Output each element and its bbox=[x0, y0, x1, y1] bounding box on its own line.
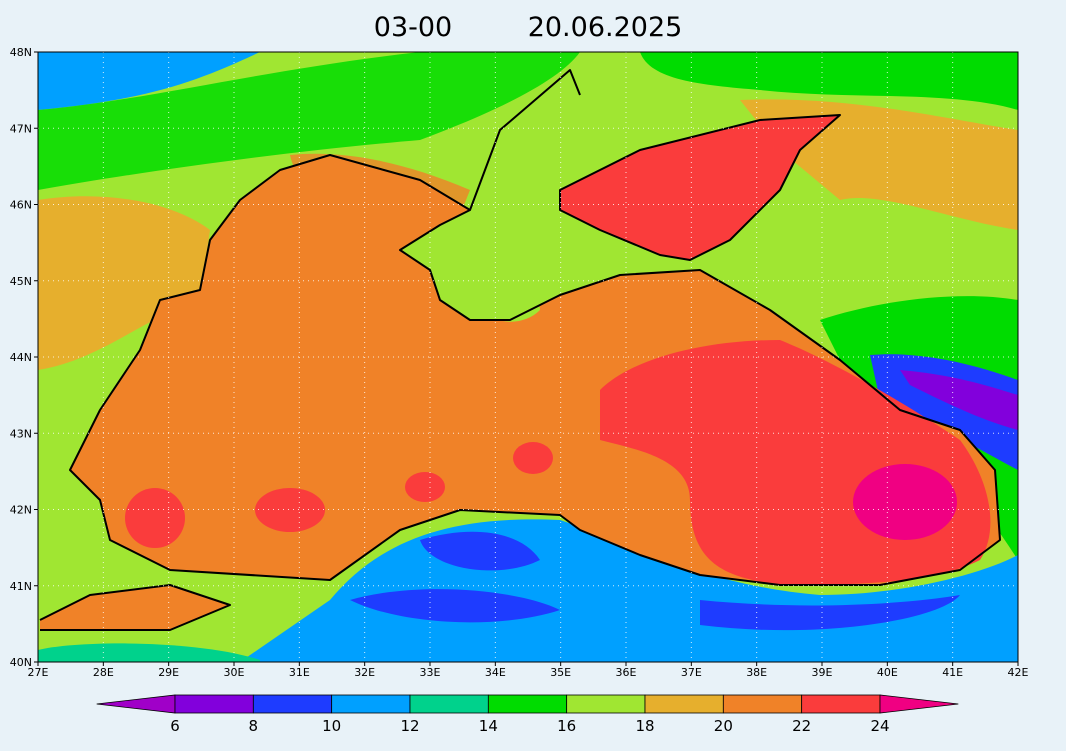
colorbar-label: 20 bbox=[714, 717, 733, 735]
colorbar-segment bbox=[409, 694, 489, 714]
colorbar-segment bbox=[331, 694, 411, 714]
x-tick-label: 33E bbox=[420, 666, 441, 679]
x-tick-label: 41E bbox=[942, 666, 963, 679]
colorbar-segment bbox=[644, 694, 724, 714]
x-tick-label: 36E bbox=[616, 666, 637, 679]
field bbox=[350, 531, 960, 631]
coastline bbox=[559, 114, 841, 261]
x-tick-label: 30E bbox=[224, 666, 245, 679]
field bbox=[255, 488, 325, 532]
colorbar-label: 12 bbox=[400, 717, 419, 735]
field bbox=[853, 464, 957, 540]
colorbar-segment bbox=[252, 694, 333, 714]
field bbox=[38, 196, 210, 370]
colorbar: 6 8 10 12 14 16 18 20 22 24 bbox=[96, 694, 959, 735]
colorbar-label: 10 bbox=[322, 717, 341, 735]
colorbar-label: 16 bbox=[557, 717, 576, 735]
x-tick-label: 38E bbox=[746, 666, 767, 679]
colorbar-label: 24 bbox=[870, 717, 889, 735]
coastline bbox=[69, 154, 1001, 586]
colorbar-segment bbox=[722, 694, 803, 714]
y-tick-label: 47N bbox=[10, 122, 32, 135]
y-tick-label: 46N bbox=[10, 199, 32, 212]
coastline bbox=[469, 69, 581, 211]
x-tick-label: 32E bbox=[354, 666, 375, 679]
sea bbox=[560, 115, 840, 260]
x-tick-label: 37E bbox=[681, 666, 702, 679]
colorbar-segment bbox=[174, 694, 254, 714]
x-tick-label: 29E bbox=[158, 666, 179, 679]
y-tick-label: 42N bbox=[10, 504, 32, 517]
y-tick-label: 44N bbox=[10, 351, 32, 364]
field bbox=[900, 370, 1018, 430]
y-tick-label: 43N bbox=[10, 427, 32, 440]
field bbox=[870, 354, 1018, 470]
colorbar-label: 6 bbox=[170, 717, 180, 735]
colorbar-label: 8 bbox=[249, 717, 259, 735]
x-tick-label: 40E bbox=[877, 666, 898, 679]
colorbar-segment bbox=[801, 694, 881, 714]
y-tick-label: 48N bbox=[10, 46, 32, 59]
colorbar-label: 14 bbox=[479, 717, 498, 735]
y-tick-label: 40N bbox=[10, 656, 32, 669]
x-tick-label: 39E bbox=[812, 666, 833, 679]
y-tick-label: 41N bbox=[10, 580, 32, 593]
field bbox=[38, 52, 260, 110]
frame bbox=[37, 51, 1019, 663]
x-tick-label: 31E bbox=[289, 666, 310, 679]
x-tick-label: 27E bbox=[28, 666, 49, 679]
x-tick-label: 42E bbox=[1008, 666, 1029, 679]
x-tick-label: 34E bbox=[485, 666, 506, 679]
date-label: 20.06.2025 bbox=[528, 12, 683, 43]
coastline bbox=[39, 584, 231, 631]
field bbox=[125, 488, 185, 548]
x-tick-label: 28E bbox=[93, 666, 114, 679]
x-tick-label: 35E bbox=[550, 666, 571, 679]
colorbar-segment bbox=[566, 694, 646, 714]
colorbar-arrow bbox=[879, 694, 959, 714]
field bbox=[640, 52, 1018, 110]
field bbox=[405, 472, 445, 502]
time-label: 03-00 bbox=[374, 12, 452, 43]
field bbox=[38, 52, 580, 190]
colorbar-label: 18 bbox=[635, 717, 654, 735]
y-tick-label: 45N bbox=[10, 275, 32, 288]
colorbar-label: 22 bbox=[792, 717, 811, 735]
field bbox=[290, 153, 470, 330]
colorbar-segment bbox=[487, 694, 568, 714]
field bbox=[513, 442, 553, 474]
field bbox=[38, 643, 260, 662]
